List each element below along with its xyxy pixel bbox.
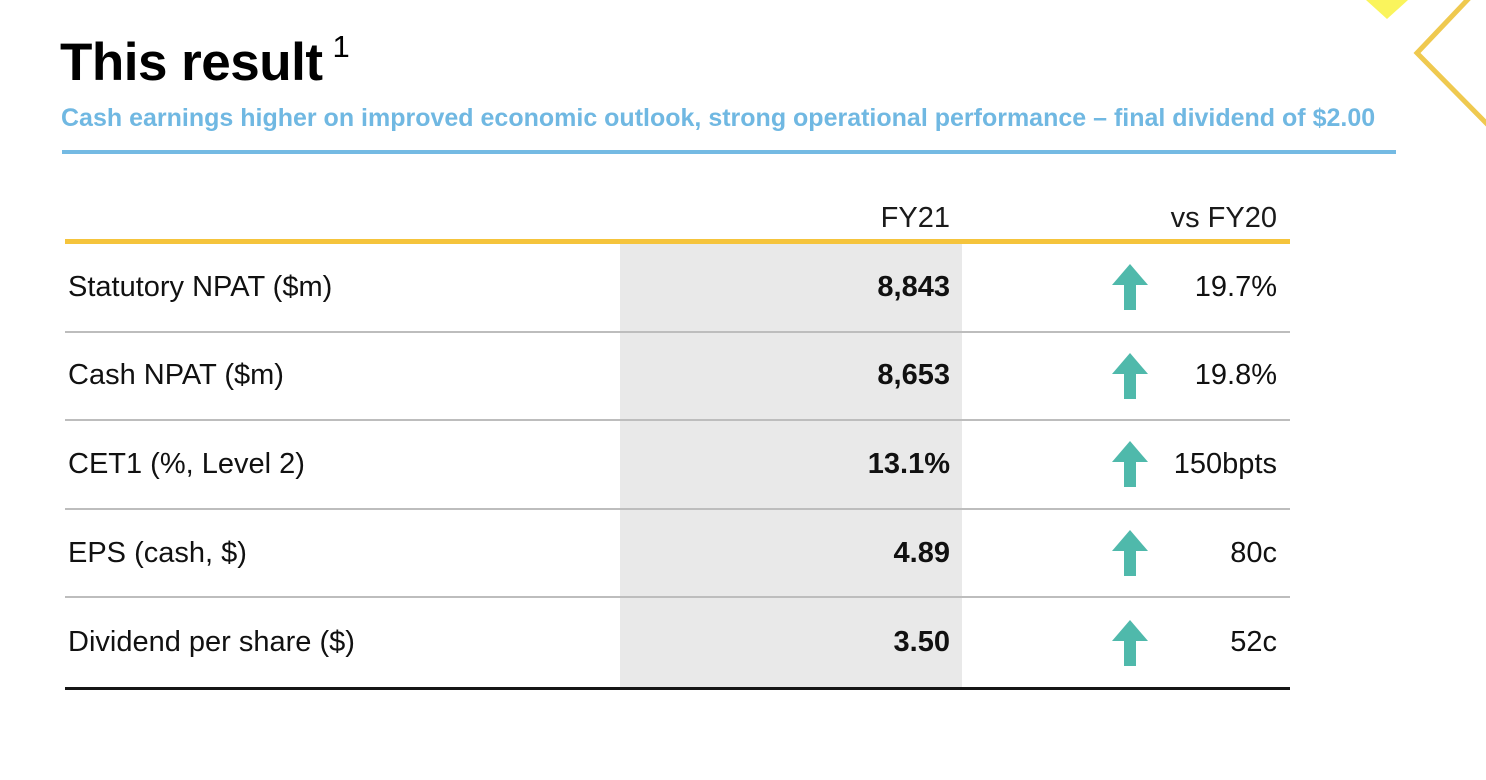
row-label: CET1 (%, Level 2)	[68, 447, 305, 480]
row-change-value: 80c	[1230, 536, 1277, 569]
row-change-value: 19.7%	[1194, 270, 1277, 303]
fy21-column-shading	[620, 244, 962, 687]
yellow-header-rule	[65, 239, 1290, 244]
row-label: Dividend per share ($)	[68, 626, 355, 659]
table-row: Statutory NPAT ($m) 8,843 19.7%	[65, 244, 1290, 333]
table-row: Cash NPAT ($m) 8,653 19.8%	[65, 333, 1290, 422]
table-row: CET1 (%, Level 2) 13.1% 150bpts	[65, 421, 1290, 510]
row-change-cell: 19.7%	[962, 244, 1290, 331]
column-header-metric	[65, 233, 620, 239]
up-arrow-icon	[1112, 530, 1148, 577]
page-title-text: This result	[60, 33, 323, 92]
column-header-fy21: FY21	[880, 202, 950, 234]
row-change-cell: 150bpts	[962, 421, 1290, 508]
up-arrow-icon	[1112, 264, 1148, 311]
up-arrow-icon	[1112, 352, 1148, 399]
row-change-cell: 19.8%	[962, 333, 1290, 420]
blue-divider-line	[62, 150, 1396, 154]
row-fy21-value: 13.1%	[867, 447, 950, 480]
footnote-marker: 1	[332, 29, 350, 65]
row-label: Cash NPAT ($m)	[68, 359, 284, 392]
row-change-value: 19.8%	[1194, 359, 1277, 392]
table-row: EPS (cash, $) 4.89 80c	[65, 510, 1290, 599]
row-fy21-value: 4.89	[893, 536, 950, 569]
table-body: Statutory NPAT ($m) 8,843 19.7% Cash NPA…	[65, 244, 1290, 690]
results-table: FY21 vs FY20 Statutory NPAT ($m) 8,843 1…	[65, 195, 1290, 690]
yellow-diamond-icon	[1366, 0, 1408, 19]
row-change-cell: 52c	[962, 598, 1290, 687]
row-fy21-value: 8,843	[877, 270, 950, 303]
up-arrow-icon	[1112, 619, 1148, 666]
row-change-value: 52c	[1230, 626, 1277, 659]
gold-chevron-icon	[1413, 0, 1486, 127]
column-header-vs-fy20: vs FY20	[1170, 202, 1277, 234]
row-change-cell: 80c	[962, 510, 1290, 597]
table-header-row: FY21 vs FY20	[65, 195, 1290, 239]
table-row: Dividend per share ($) 3.50 52c	[65, 598, 1290, 687]
row-fy21-value: 3.50	[893, 626, 950, 659]
row-label: EPS (cash, $)	[68, 536, 247, 569]
up-arrow-icon	[1112, 441, 1148, 488]
row-label: Statutory NPAT ($m)	[68, 270, 333, 303]
page-subtitle: Cash earnings higher on improved economi…	[61, 104, 1376, 132]
row-change-value: 150bpts	[1173, 447, 1277, 480]
page-title: This result 1	[60, 31, 350, 92]
row-fy21-value: 8,653	[877, 359, 950, 392]
